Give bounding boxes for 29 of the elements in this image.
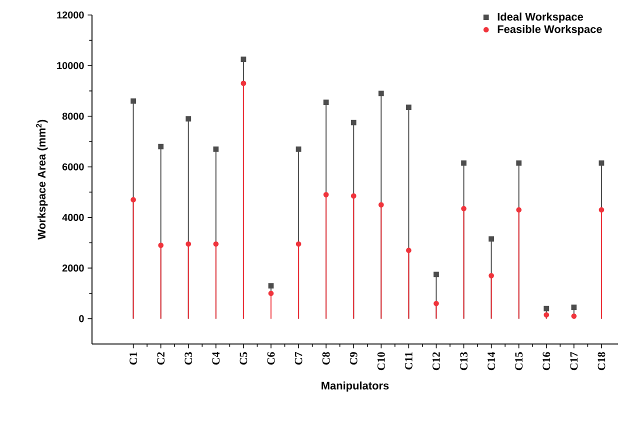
x-tick-label: C3 — [184, 352, 192, 365]
y-tick-label: 6000 — [62, 163, 84, 170]
legend-label: Feasible Workspace — [498, 25, 602, 36]
x-tick-label: C4 — [212, 352, 220, 365]
x-axis-title: Manipulators — [322, 381, 389, 392]
y-tick-label: 4000 — [62, 214, 84, 221]
x-tick-label: C14 — [488, 352, 496, 370]
x-tick-label: C2 — [157, 352, 165, 365]
x-tick-label: C8 — [322, 352, 330, 365]
x-tick-label: C17 — [570, 352, 578, 370]
x-tick-label: C15 — [515, 352, 523, 370]
x-tick-label: C10 — [377, 352, 385, 370]
x-tick-label: C11 — [405, 352, 412, 370]
x-tick-label: C9 — [350, 352, 358, 365]
y-tick-label: 10000 — [57, 62, 84, 70]
y-tick-label: 12000 — [57, 11, 84, 19]
x-tick-label: C5 — [240, 352, 248, 365]
y-tick-label: 8000 — [62, 112, 84, 120]
y-tick-label: 0 — [79, 315, 84, 322]
x-tick-label: C16 — [542, 352, 550, 370]
x-tick-label: C6 — [267, 352, 275, 365]
x-tick-label: C18 — [598, 352, 606, 370]
x-tick-label: C1 — [130, 352, 137, 365]
x-tick-label: C13 — [460, 352, 468, 370]
y-tick-label: 2000 — [62, 264, 84, 272]
legend-label: Ideal Workspace — [498, 12, 584, 23]
y-axis-title: Workspace Area (mm$^{2}$) — [36, 120, 48, 240]
x-tick-label: C7 — [294, 352, 302, 365]
x-tick-label: C12 — [432, 352, 440, 370]
